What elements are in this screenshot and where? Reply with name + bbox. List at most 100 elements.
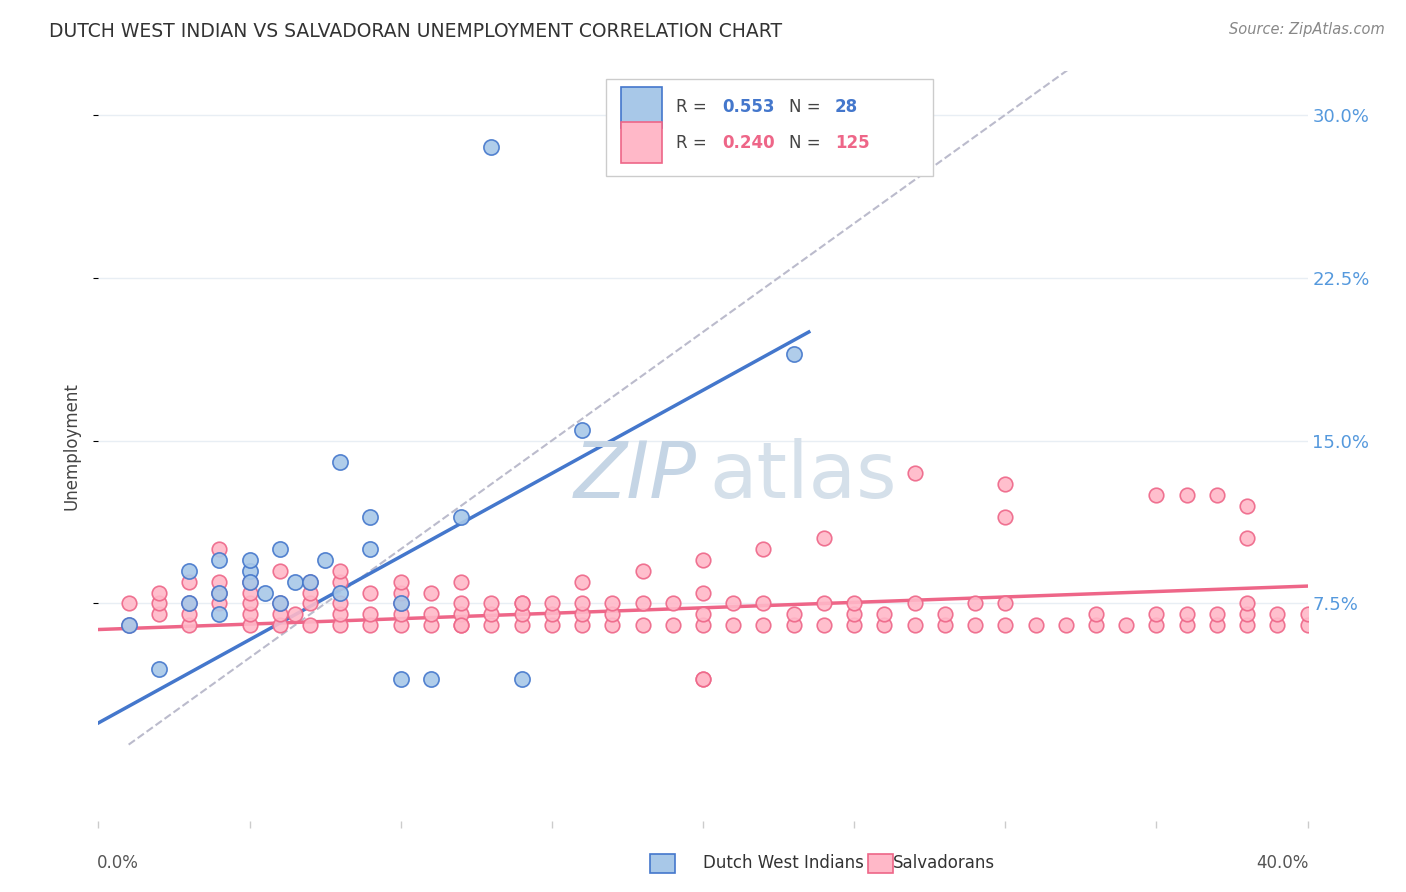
Point — [934, 607, 956, 622]
Point — [269, 618, 291, 632]
Point — [510, 597, 533, 611]
Point — [299, 574, 322, 589]
Point — [239, 553, 262, 567]
Text: N =: N = — [789, 134, 825, 152]
Point — [571, 607, 593, 622]
Point — [631, 618, 654, 632]
Point — [844, 597, 866, 611]
Point — [420, 585, 443, 599]
Text: Source: ZipAtlas.com: Source: ZipAtlas.com — [1229, 22, 1385, 37]
Point — [1085, 607, 1108, 622]
Point — [329, 607, 352, 622]
Point — [208, 597, 231, 611]
Point — [934, 618, 956, 632]
Point — [284, 574, 307, 589]
Point — [1144, 607, 1167, 622]
Point — [510, 607, 533, 622]
Point — [1206, 488, 1229, 502]
Text: R =: R = — [676, 134, 713, 152]
Point — [540, 597, 562, 611]
Point — [723, 618, 745, 632]
Point — [179, 618, 201, 632]
Text: 0.553: 0.553 — [723, 98, 775, 116]
Point — [1115, 618, 1137, 632]
Point — [179, 564, 201, 578]
Point — [118, 618, 141, 632]
Point — [994, 597, 1017, 611]
Point — [450, 607, 472, 622]
Point — [389, 673, 412, 687]
Point — [389, 585, 412, 599]
Text: 0.240: 0.240 — [723, 134, 775, 152]
Point — [1206, 618, 1229, 632]
Point — [631, 597, 654, 611]
Point — [692, 673, 714, 687]
Point — [148, 662, 170, 676]
Point — [1024, 618, 1046, 632]
Point — [661, 597, 683, 611]
Point — [179, 597, 201, 611]
Point — [299, 618, 322, 632]
Point — [540, 618, 562, 632]
Point — [692, 607, 714, 622]
Point — [208, 574, 231, 589]
Point — [253, 585, 276, 599]
Point — [1175, 607, 1198, 622]
Point — [148, 597, 170, 611]
Point — [692, 585, 714, 599]
Point — [844, 607, 866, 622]
Point — [299, 597, 322, 611]
Point — [1236, 618, 1258, 632]
Point — [329, 574, 352, 589]
Point — [661, 618, 683, 632]
Text: 125: 125 — [835, 134, 869, 152]
Point — [148, 585, 170, 599]
Point — [179, 607, 201, 622]
Point — [844, 618, 866, 632]
Point — [1144, 618, 1167, 632]
Point — [783, 347, 806, 361]
Point — [269, 597, 291, 611]
Point — [118, 597, 141, 611]
Point — [208, 585, 231, 599]
Point — [329, 597, 352, 611]
Point — [239, 585, 262, 599]
Point — [389, 574, 412, 589]
Text: R =: R = — [676, 98, 713, 116]
Point — [329, 564, 352, 578]
Point — [420, 673, 443, 687]
Point — [148, 607, 170, 622]
Text: N =: N = — [789, 98, 825, 116]
Point — [1236, 607, 1258, 622]
Point — [420, 607, 443, 622]
Point — [208, 607, 231, 622]
Point — [692, 618, 714, 632]
Point — [692, 673, 714, 687]
Point — [1236, 597, 1258, 611]
Point — [269, 564, 291, 578]
Point — [602, 607, 624, 622]
FancyBboxPatch shape — [606, 78, 932, 177]
Point — [873, 607, 896, 622]
Text: Salvadorans: Salvadorans — [893, 854, 995, 871]
Point — [873, 618, 896, 632]
Point — [450, 509, 472, 524]
Point — [965, 618, 987, 632]
Point — [360, 542, 382, 557]
Point — [208, 553, 231, 567]
Point — [904, 618, 927, 632]
Point — [752, 597, 775, 611]
Point — [299, 574, 322, 589]
Point — [389, 618, 412, 632]
Point — [783, 618, 806, 632]
Point — [571, 574, 593, 589]
Point — [208, 542, 231, 557]
Point — [239, 618, 262, 632]
Point — [179, 597, 201, 611]
Point — [239, 574, 262, 589]
Point — [1085, 618, 1108, 632]
Point — [631, 564, 654, 578]
Point — [239, 597, 262, 611]
Point — [540, 607, 562, 622]
Point — [994, 477, 1017, 491]
